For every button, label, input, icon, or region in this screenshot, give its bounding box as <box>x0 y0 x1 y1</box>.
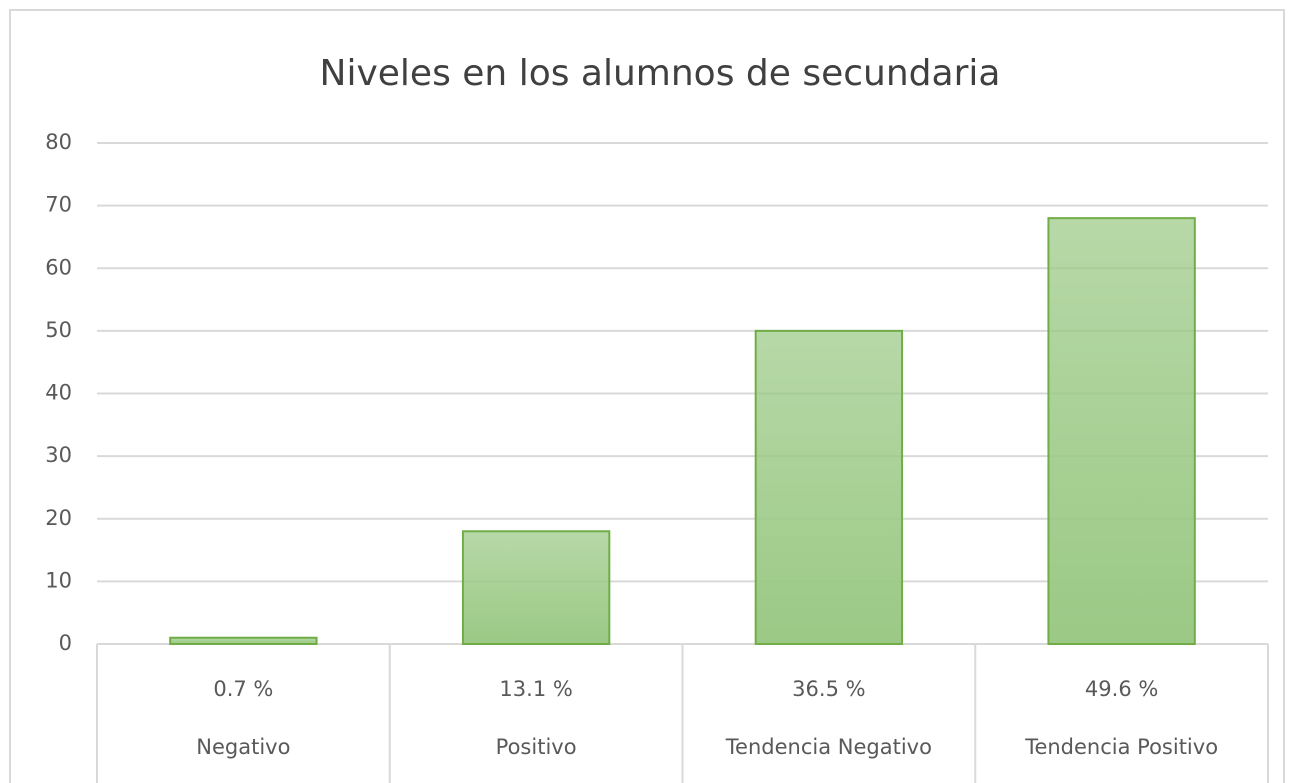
y-tick-label: 0 <box>59 631 72 655</box>
y-tick-label: 20 <box>45 506 72 530</box>
x-tick-label: Tendencia Negativo <box>725 735 932 759</box>
y-tick-label: 10 <box>45 568 72 592</box>
x-tick-label: Positivo <box>496 735 577 759</box>
percent-label: 36.5 % <box>792 677 865 701</box>
y-tick-label: 30 <box>45 443 72 467</box>
bar <box>754 329 904 645</box>
percent-label: 13.1 % <box>499 677 572 701</box>
percent-label: 0.7 % <box>213 677 273 701</box>
bar <box>461 530 611 646</box>
chart-border <box>9 9 1285 783</box>
y-tick-label: 60 <box>45 255 72 279</box>
y-tick-label: 70 <box>45 193 72 217</box>
bar <box>169 636 318 645</box>
x-tick-label: Negativo <box>196 735 290 759</box>
x-tick-label: Tendencia Positivo <box>1024 735 1218 759</box>
y-tick-label: 40 <box>45 381 72 405</box>
y-tick-label: 50 <box>45 318 72 342</box>
percent-label: 49.6 % <box>1085 677 1158 701</box>
y-tick-label: 80 <box>45 130 72 154</box>
chart-title: Niveles en los alumnos de secundaria <box>320 53 1001 94</box>
bar <box>1047 217 1196 645</box>
